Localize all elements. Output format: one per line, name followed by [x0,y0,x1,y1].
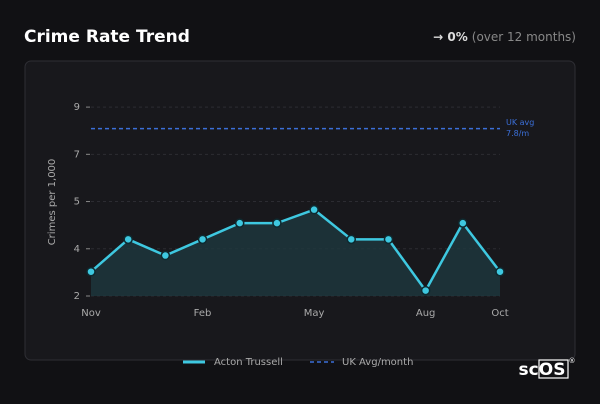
y-tick-label: 9 [74,102,80,113]
point [346,234,357,245]
change: → 0% (over 12 months) [433,30,576,44]
x-tick-label: May [304,308,325,319]
logo: scOS [519,360,566,380]
legend-label: Acton Trussell [214,357,283,368]
y-axis-label: Crimes per 1,000 [47,159,58,246]
y-tick-label: 4 [74,244,80,255]
point [272,218,282,228]
area-fill [91,209,500,296]
point [123,234,133,245]
line [90,208,501,292]
x-tick-label: Aug [416,308,436,319]
change-value: → 0% [433,30,468,44]
title: Crime Rate Trend [24,27,190,47]
x-tick-label: Feb [194,308,212,319]
point [383,234,394,245]
x-tick-label: Oct [491,308,508,319]
y-tick-label: 5 [74,197,80,208]
y-tick-label: 7 [74,149,80,160]
point [160,250,171,261]
y-tick-label: 2 [74,291,80,302]
logo-mark: ® [569,357,576,365]
point [86,266,96,277]
logo-box [538,359,569,379]
point [197,234,208,245]
point [234,218,245,228]
point [495,266,505,277]
point [309,204,319,215]
reference-label: UK avg [506,118,534,127]
legend-label: UK Avg/month [342,357,413,368]
point [458,218,468,228]
point [420,285,431,296]
x-tick-label: Nov [81,308,101,319]
change-note: (over 12 months) [472,30,576,44]
reference-sublabel: 7.8/m [506,129,529,138]
